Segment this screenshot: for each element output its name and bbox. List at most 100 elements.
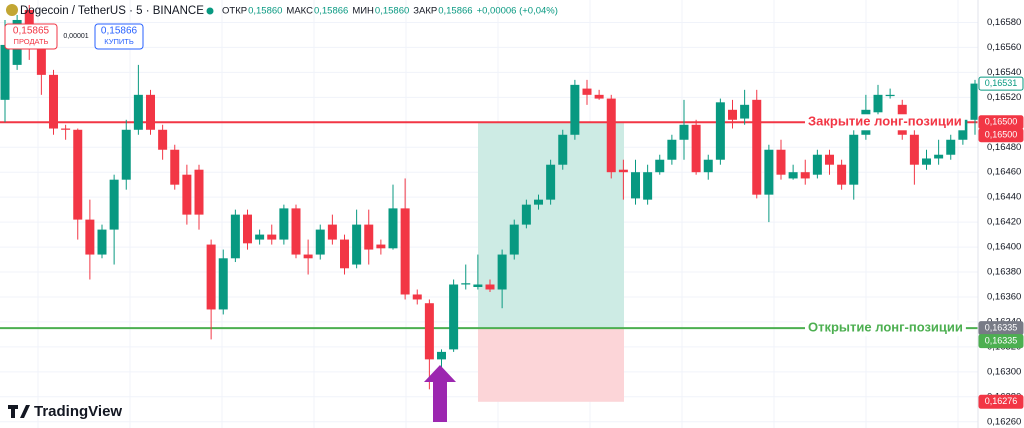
candle-body: [73, 129, 83, 220]
y-tick-label: 0,16380: [987, 267, 1021, 278]
candle-body: [667, 139, 677, 160]
candle-body: [934, 154, 944, 159]
y-tick-label: 0,16300: [987, 366, 1021, 377]
candle-body: [230, 214, 240, 259]
ohlc: ОТКР 0,15860 МАКС 0,15866 МИН 0,15860 ЗАКР 0,15…: [222, 6, 558, 17]
candle-body: [534, 199, 543, 205]
ohlc-value: 0,15860: [248, 6, 282, 17]
candle-body: [206, 244, 216, 310]
candle-body: [121, 129, 131, 180]
candle-body: [352, 224, 362, 265]
candle-body: [49, 74, 58, 129]
sell-button[interactable]: [4, 23, 58, 50]
candle-body: [437, 351, 446, 360]
candle-body: [218, 258, 228, 310]
sell-label[interactable]: ПРОДАТЬ: [14, 37, 49, 46]
candle-body: [631, 172, 640, 199]
candle-body: [728, 109, 737, 120]
candle-body: [315, 229, 325, 255]
profit-zone: [478, 122, 624, 329]
header: Dogecoin / TetherUS · 5 · BINANCE ОТКР 0,…: [4, 4, 558, 50]
candle-body: [873, 94, 883, 113]
candle-body: [61, 128, 71, 130]
buy-price[interactable]: 0,15866: [101, 26, 138, 37]
ohlc-label: ОТКР: [222, 6, 247, 17]
status-dot: [206, 7, 214, 15]
candle-body: [376, 244, 386, 249]
logo-text: TradingView: [34, 403, 122, 420]
price-label: 0,16276: [985, 396, 1018, 406]
candle-body: [36, 44, 46, 75]
candle-body: [922, 158, 931, 165]
y-tick-label: 0,16420: [987, 217, 1021, 228]
price-label: 0,16531: [985, 78, 1018, 88]
candle-body: [764, 149, 774, 195]
ohlc-value: 0,15866: [314, 6, 348, 17]
candle-body: [303, 254, 313, 259]
candle-body: [643, 172, 653, 200]
candle-body: [849, 134, 859, 185]
candle-body: [170, 149, 180, 185]
y-tick-label: 0,16560: [987, 42, 1021, 53]
entry-arrow: [424, 365, 456, 422]
level-labels: Закрытие лонг-позиции Открытие лонг-позиц…: [805, 114, 966, 337]
candle-body: [776, 149, 786, 175]
candle-body: [691, 124, 701, 173]
candle-body: [327, 224, 337, 240]
symbol-icon: [6, 4, 18, 16]
y-tick-label: 0,16540: [987, 67, 1021, 78]
candle-body: [255, 234, 265, 240]
candle-body: [570, 84, 580, 135]
candle-body: [946, 139, 956, 155]
ohlc-label: ЗАКР: [413, 6, 437, 17]
buy-label[interactable]: КУПИТЬ: [104, 37, 134, 46]
y-tick-label: 0,16440: [987, 192, 1021, 203]
level-label: Открытие лонг-позиции: [808, 320, 963, 335]
candle-body: [291, 208, 301, 255]
candle-body: [400, 208, 410, 295]
candle-body: [388, 208, 398, 249]
candle-body: [279, 208, 289, 240]
candle-body: [146, 94, 155, 130]
candle-body: [679, 124, 689, 140]
candle-body: [740, 104, 750, 119]
y-tick-label: 0,16260: [987, 416, 1021, 427]
candle-body: [412, 294, 422, 300]
price-label: 0,16335: [985, 323, 1018, 333]
candle-body: [133, 94, 143, 130]
y-tick-label: 0,16400: [987, 242, 1021, 253]
candle-body: [606, 98, 616, 173]
candle-body: [703, 159, 713, 173]
price-label-box: [978, 76, 1024, 91]
ohlc-change: +0,00006 (+0,04%): [477, 6, 558, 17]
candle-body: [618, 169, 628, 173]
candle-body: [509, 224, 519, 255]
candle-body: [243, 214, 252, 244]
price-label-box: [978, 128, 1024, 143]
ohlc-label: МИН: [352, 6, 374, 17]
candle-body: [594, 94, 604, 99]
candle-body: [97, 229, 107, 255]
price-axis-labels: 0,16580 0,16560 0,16540 0,16520 0,16500 0,164…: [978, 17, 1024, 427]
level-label: Закрытие лонг-позиции: [808, 114, 962, 129]
level-label-bg: [805, 320, 966, 337]
candle-body: [800, 172, 810, 179]
sell-price[interactable]: 0,15865: [13, 26, 50, 37]
price-label-box: [978, 394, 1024, 409]
y-tick-label: 0,16580: [987, 17, 1021, 28]
loss-zone: [478, 328, 624, 402]
logo: TradingView: [8, 403, 122, 420]
candle-body: [194, 169, 204, 215]
candle-body: [424, 303, 434, 360]
y-tick-label: 0,16460: [987, 167, 1021, 178]
candle-body: [909, 134, 919, 165]
candles: [0, 4, 980, 390]
buy-button[interactable]: [94, 23, 144, 50]
candle-body: [0, 44, 10, 100]
candle-body: [449, 284, 459, 350]
candle-body: [788, 172, 798, 179]
y-tick-label: 0,16520: [987, 92, 1021, 103]
price-label: 0,16500: [985, 130, 1018, 140]
candle-body: [558, 134, 568, 165]
